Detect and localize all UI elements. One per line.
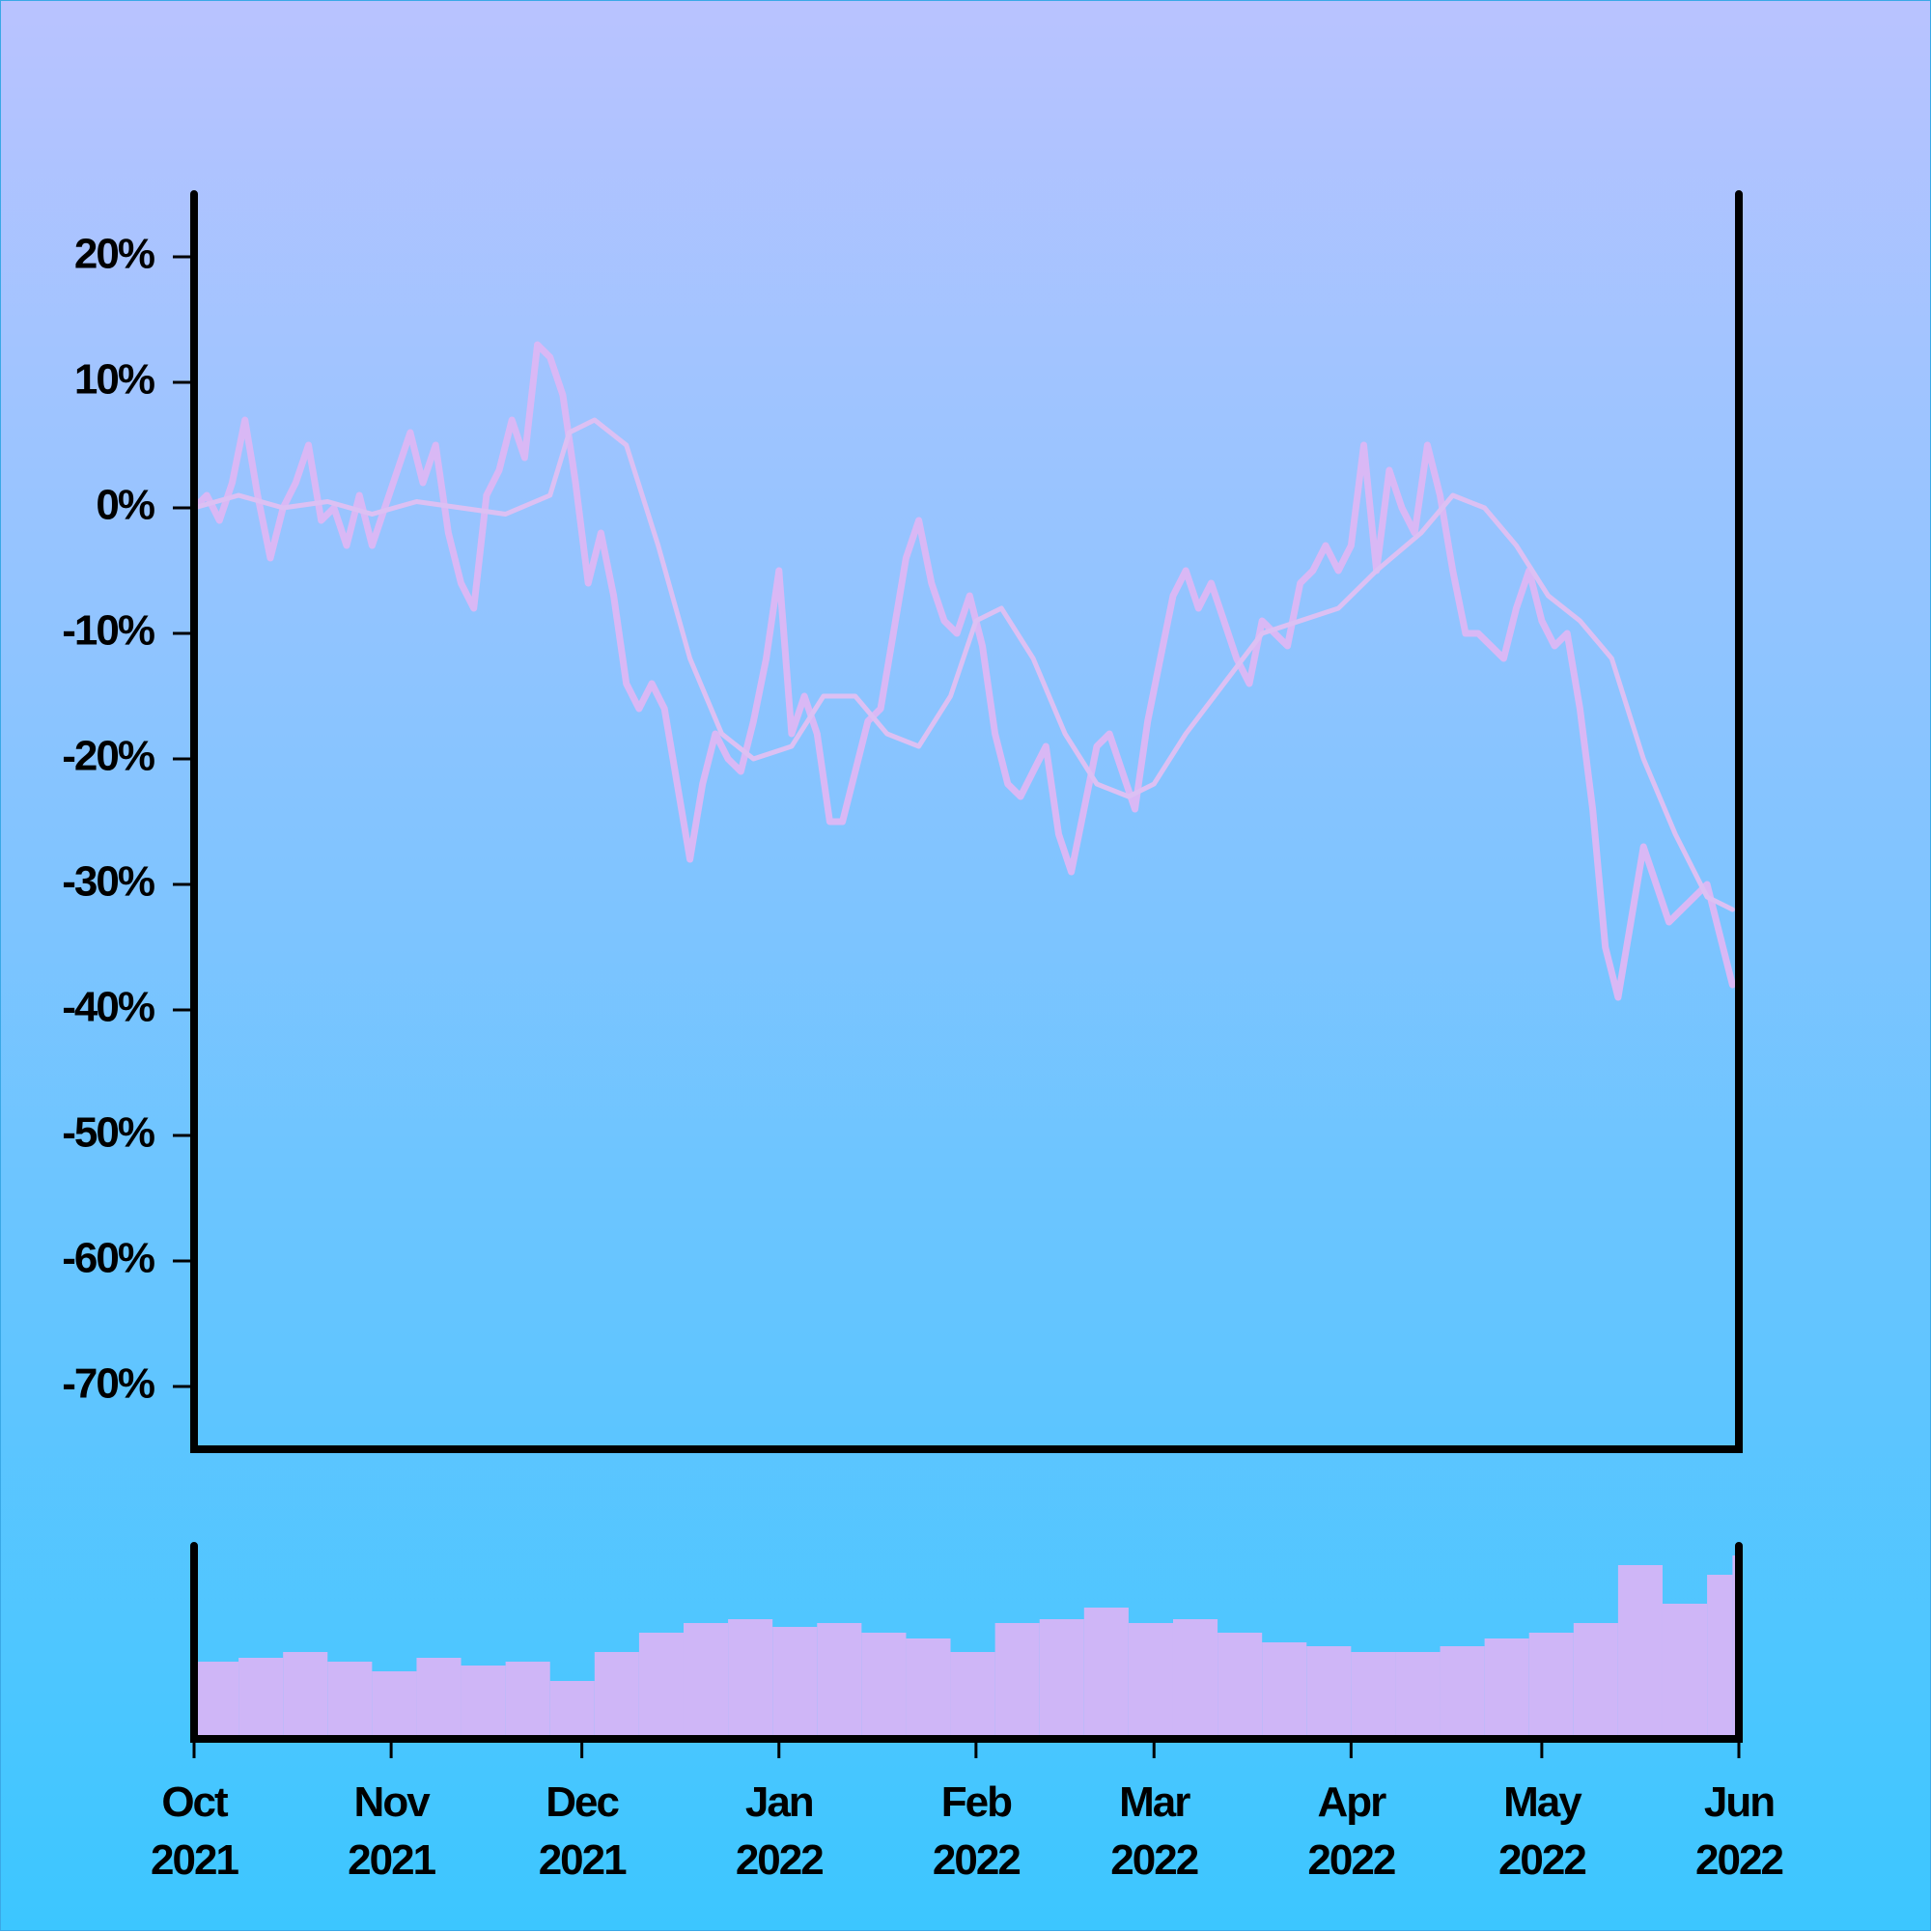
x-tick-label-year: 2022 [1307, 1836, 1394, 1884]
y-tick-label: -10% [62, 607, 154, 655]
x-tick-label-year: 2022 [736, 1836, 823, 1884]
volume-bars [194, 1555, 1739, 1739]
volume-bar [817, 1623, 862, 1739]
x-tick-label-year: 2022 [1110, 1836, 1197, 1884]
y-tick-label: -40% [62, 984, 154, 1031]
x-tick-label-year: 2022 [1695, 1836, 1782, 1884]
volume-bar [772, 1627, 818, 1739]
x-tick-label-month: Mar [1119, 1778, 1190, 1826]
lines [190, 341, 1736, 1001]
volume-bar [906, 1638, 951, 1739]
x-tick-label-month: Jan [745, 1778, 813, 1826]
volume-bar [1484, 1638, 1529, 1739]
volume-bar [1440, 1646, 1485, 1739]
volume-bar [549, 1681, 595, 1739]
volume-bar [861, 1633, 907, 1739]
volume-bar [416, 1658, 462, 1739]
volume-bar [238, 1658, 284, 1739]
x-tick-label-year: 2022 [1498, 1836, 1585, 1884]
volume-bar [950, 1652, 995, 1739]
volume-bar [1083, 1608, 1129, 1739]
volume-bar [1262, 1642, 1307, 1739]
volume-bar [1707, 1575, 1733, 1739]
volume-bar [1128, 1623, 1173, 1739]
volume-bar [1039, 1619, 1084, 1739]
x-tick-label-year: 2022 [933, 1836, 1020, 1884]
volume-bar [683, 1623, 729, 1739]
x-tick-label-month: Jun [1704, 1778, 1774, 1826]
volume-bar [1617, 1565, 1663, 1739]
volume-bar [994, 1623, 1040, 1739]
volume-bar [505, 1662, 550, 1739]
x-tick-label-year: 2021 [151, 1836, 238, 1884]
x-tick-label-month: Oct [161, 1778, 229, 1826]
volume-bar [638, 1633, 684, 1739]
volume-bar [594, 1652, 639, 1739]
volume-bar [1662, 1604, 1708, 1739]
volume-bar [194, 1662, 239, 1739]
volume-bar [372, 1671, 417, 1739]
tick-labels: 20% 10% 0% -10% -20% -30% -40% -50% -60% -70% Oct 2… [62, 231, 1784, 1884]
price-line [190, 341, 1736, 1001]
x-tick-label-month: Apr [1317, 1778, 1386, 1826]
volume-bar [461, 1666, 506, 1739]
volume-bar [1395, 1652, 1441, 1739]
x-tick-label-year: 2021 [539, 1836, 627, 1884]
price-axes-frame [190, 190, 1743, 1453]
y-tick-label: -50% [62, 1109, 154, 1157]
moving-average-line [191, 417, 1735, 912]
y-tick-label: -30% [62, 858, 154, 906]
volume-bar [1528, 1633, 1574, 1739]
x-tick-label-month: Feb [941, 1778, 1012, 1826]
volume-bar [1217, 1633, 1263, 1739]
y-tick-label: -20% [62, 733, 154, 780]
volume-bar [1306, 1646, 1352, 1739]
volume-bar [728, 1619, 773, 1739]
x-tick-label-month: Dec [546, 1778, 619, 1826]
axes [173, 190, 1743, 1758]
y-tick-label: 20% [74, 231, 154, 278]
x-tick-label-year: 2021 [348, 1836, 435, 1884]
volume-bar [283, 1652, 328, 1739]
volume-bar [1351, 1652, 1396, 1739]
y-tick-label: -60% [62, 1235, 154, 1282]
volume-bar [1573, 1623, 1618, 1739]
y-tick-label: 10% [74, 356, 154, 404]
volume-bar [1172, 1619, 1218, 1739]
volume-axes-frame [190, 1542, 1743, 1743]
x-tick-label-month: Nov [354, 1778, 432, 1826]
y-tick-label: 0% [96, 482, 154, 529]
x-tick-label-month: May [1503, 1778, 1582, 1826]
volume-bar [327, 1662, 373, 1739]
y-tick-label: -70% [62, 1360, 154, 1408]
